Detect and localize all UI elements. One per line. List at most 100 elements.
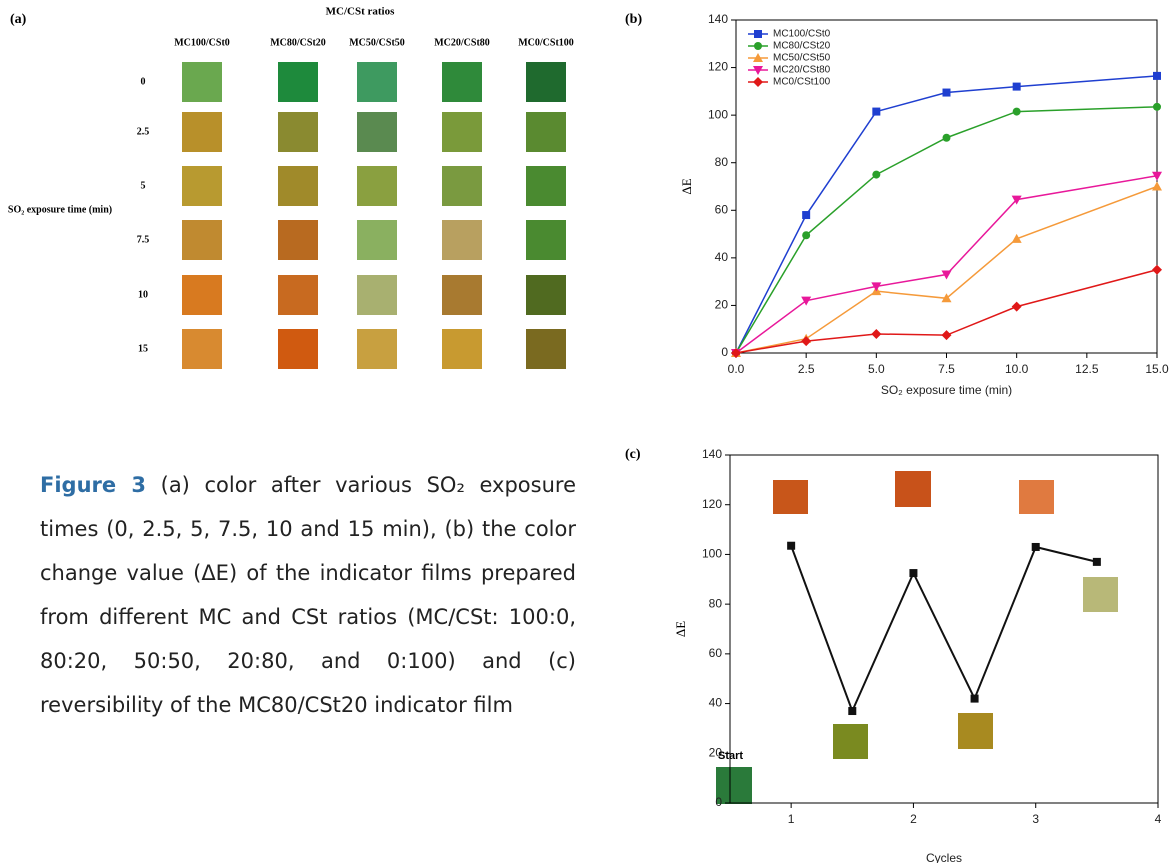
- swatch: [526, 166, 566, 206]
- marker: [1011, 233, 1022, 243]
- swatch: [278, 275, 318, 315]
- x-tick-label: 5.0: [868, 362, 885, 376]
- x-tick-label: 2: [910, 812, 917, 826]
- swatch: [357, 112, 397, 152]
- y-axis-title: ΔE: [673, 621, 688, 637]
- marker: [941, 270, 952, 280]
- swatch: [1019, 480, 1054, 514]
- marker: [1152, 264, 1162, 275]
- marker: [1092, 557, 1101, 566]
- x-tick-label: 1: [788, 812, 795, 826]
- swatch: [526, 329, 566, 369]
- plot-frame: [729, 454, 1159, 804]
- swatch: [526, 112, 566, 152]
- y-tick-label: 80: [715, 155, 729, 169]
- caption-text: (a) color after various SO₂ exposure tim…: [40, 473, 576, 717]
- x-tick-label: 0.0: [728, 362, 745, 376]
- marker: [1011, 195, 1022, 205]
- swatch: [182, 166, 222, 206]
- y-tick-label: 140: [708, 12, 728, 26]
- marker: [754, 42, 762, 50]
- swatch: [182, 275, 222, 315]
- series-line: [735, 185, 1158, 354]
- swatch: [1083, 577, 1118, 612]
- swatch: [442, 220, 482, 260]
- swatch: [182, 220, 222, 260]
- x-tick-label: 2.5: [798, 362, 815, 376]
- marker: [787, 541, 796, 550]
- marker: [1153, 102, 1161, 111]
- x-tick-label: 12.5: [1075, 362, 1099, 376]
- marker: [909, 569, 918, 578]
- annotation: Start: [718, 750, 743, 762]
- row-label: 5: [141, 180, 146, 191]
- grid-title: MC/CSt ratios: [326, 6, 395, 18]
- marker: [871, 282, 882, 292]
- marker: [1152, 181, 1162, 191]
- swatch: [716, 767, 752, 804]
- swatch: [182, 112, 222, 152]
- x-tick-label: 4: [1155, 812, 1162, 826]
- marker: [871, 328, 882, 339]
- swatch: [442, 62, 482, 102]
- swatch: [526, 62, 566, 102]
- marker: [731, 348, 741, 358]
- swatch: [526, 220, 566, 260]
- x-axis-title: SO₂ exposure time (min): [881, 383, 1012, 397]
- swatch: [278, 220, 318, 260]
- x-tick-label: 15.0: [1145, 362, 1169, 376]
- y-tick-label: 80: [709, 596, 723, 610]
- y-tick-label: 40: [709, 696, 723, 710]
- column-label: MC80/CSt20: [270, 37, 326, 48]
- panel-label: (a): [10, 12, 27, 27]
- swatch: [357, 62, 397, 102]
- marker: [1012, 107, 1021, 116]
- swatch: [357, 166, 397, 206]
- marker: [753, 66, 763, 75]
- marker: [1152, 171, 1162, 181]
- marker: [802, 211, 811, 220]
- y-tick-label: 120: [702, 497, 722, 511]
- y-tick-label: 140: [702, 447, 722, 461]
- marker: [801, 296, 812, 306]
- swatch: [442, 329, 482, 369]
- swatch: [442, 112, 482, 152]
- caption: Figure 3 (a) color after various SO₂ exp…: [40, 463, 576, 727]
- caption-label: Figure 3: [40, 473, 146, 497]
- panel-label: (c): [625, 447, 641, 462]
- y-axis-title: ΔE: [679, 178, 694, 194]
- x-tick-label: 7.5: [938, 362, 955, 376]
- marker: [941, 293, 952, 303]
- legend-label: MC50/CSt50: [773, 53, 831, 64]
- row-label: 15: [138, 343, 148, 354]
- column-label: MC100/CSt0: [174, 37, 230, 48]
- legend-label: MC0/CSt100: [773, 77, 831, 88]
- swatch: [526, 275, 566, 315]
- marker: [1011, 301, 1022, 312]
- row-label: 0: [141, 76, 146, 87]
- y-tick-label: 100: [702, 547, 722, 561]
- marker: [1012, 82, 1021, 91]
- swatch: [895, 471, 931, 507]
- swatch: [442, 166, 482, 206]
- marker: [1031, 542, 1040, 551]
- y-tick-label: 20: [709, 745, 723, 759]
- marker: [753, 53, 763, 62]
- marker: [848, 707, 857, 716]
- row-title: SO₂ exposure time (min): [8, 204, 112, 215]
- marker: [801, 336, 812, 347]
- swatch: [182, 329, 222, 369]
- swatch: [278, 62, 318, 102]
- marker: [872, 170, 881, 179]
- series-line: [735, 269, 1158, 354]
- swatch: [357, 275, 397, 315]
- series-line: [735, 175, 1158, 354]
- legend-label: MC20/CSt80: [773, 65, 831, 76]
- swatch: [833, 724, 868, 759]
- marker: [941, 330, 952, 341]
- y-tick-label: 40: [715, 250, 729, 264]
- series-line: [735, 106, 1158, 354]
- y-tick-label: 100: [708, 107, 728, 121]
- x-tick-label: 3: [1032, 812, 1039, 826]
